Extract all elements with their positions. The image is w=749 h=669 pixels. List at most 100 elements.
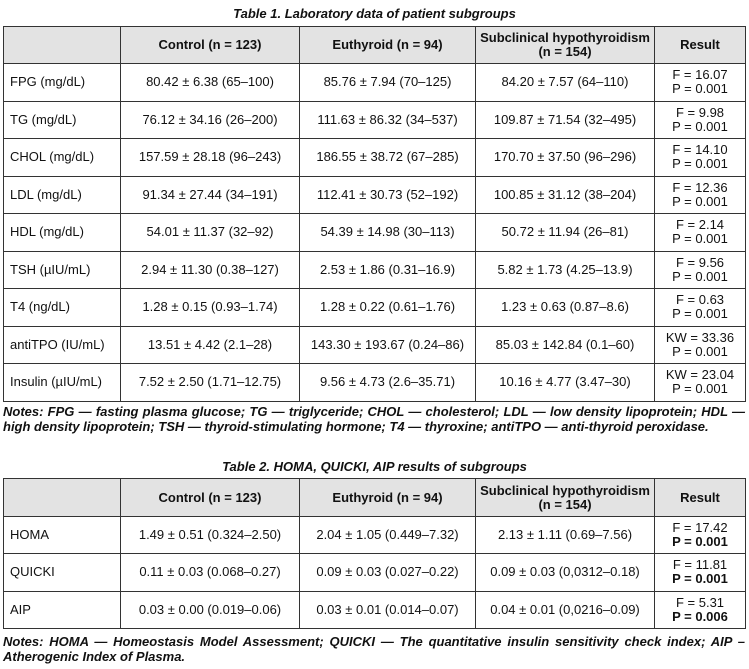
cell-result: F = 11.81 P = 0.001 — [654, 553, 746, 592]
cell-control: 54.01 ± 11.37 (32–92) — [120, 213, 300, 252]
p-value: P = 0.001 — [672, 156, 728, 172]
row-label: HOMA — [3, 515, 121, 555]
table-row: FPG (mg/dL) 80.42 ± 6.38 (65–100) 85.76 ± … — [3, 63, 746, 102]
cell-subclinical: 0.09 ± 0.03 (0,0312–0.18) — [475, 553, 655, 592]
cell-euthyroid: 0.03 ± 0.01 (0.014–0.07) — [299, 590, 476, 629]
cell-control: 0.03 ± 0.00 (0.019–0.06) — [120, 590, 300, 629]
p-value: P = 0.001 — [672, 118, 728, 134]
cell-control: 91.34 ± 27.44 (34–191) — [120, 175, 300, 214]
stat-value: F = 2.14 — [675, 217, 725, 233]
table-row: Insulin (µIU/mL) 7.52 ± 2.50 (1.71–12.75)… — [3, 363, 746, 402]
table1: Control (n = 123) Euthyroid (n = 94) Subcl… — [3, 26, 746, 402]
row-label: HDL (mg/dL) — [3, 213, 121, 252]
p-value: P = 0.001 — [672, 306, 728, 322]
column-header: Subclinical hypothyroidism (n = 154) — [475, 26, 655, 64]
cell-control: 157.59 ± 28.18 (96–243) — [120, 138, 300, 177]
p-value: P = 0.001 — [672, 343, 728, 359]
p-value: P = 0.001 — [672, 81, 728, 97]
table-row: LDL (mg/dL) 91.34 ± 27.44 (34–191) 112.41 … — [3, 175, 746, 214]
column-header — [3, 478, 121, 517]
table-row: CHOL (mg/dL) 157.59 ± 28.18 (96–243) 186.5… — [3, 138, 746, 177]
cell-euthyroid: 143.30 ± 193.67 (0.24–86) — [299, 325, 476, 364]
cell-control: 1.49 ± 0.51 (0.324–2.50) — [120, 515, 300, 555]
cell-subclinical: 50.72 ± 11.94 (26–81) — [475, 213, 655, 252]
p-value: P = 0.001 — [672, 571, 728, 587]
cell-control: 1.28 ± 0.15 (0.93–1.74) — [120, 288, 300, 327]
cell-subclinical: 10.16 ± 4.77 (3.47–30) — [475, 363, 655, 402]
cell-euthyroid: 85.76 ± 7.94 (70–125) — [299, 63, 476, 102]
p-value: P = 0.001 — [672, 534, 728, 550]
cell-subclinical: 2.13 ± 1.11 (0.69–7.56) — [475, 515, 655, 555]
row-label: CHOL (mg/dL) — [3, 138, 121, 177]
table2-title: Table 2. HOMA, QUICKI, AIP results of su… — [222, 459, 527, 474]
row-label: TSH (µIU/mL) — [3, 250, 121, 289]
cell-result: KW = 33.36 P = 0.001 — [654, 325, 746, 364]
cell-result: KW = 23.04 P = 0.001 — [654, 363, 746, 402]
cell-euthyroid: 9.56 ± 4.73 (2.6–35.71) — [299, 363, 476, 402]
cell-subclinical: 0.04 ± 0.01 (0,0216–0.09) — [475, 590, 655, 629]
stat-value: F = 9.56 — [675, 254, 725, 270]
row-label: FPG (mg/dL) — [3, 63, 121, 102]
stat-value: F = 12.36 — [672, 179, 728, 195]
column-header: Control (n = 123) — [120, 478, 300, 517]
stat-value: F = 17.42 — [672, 520, 728, 536]
table-row: QUICKI 0.11 ± 0.03 (0.068–0.27) 0.09 ± 0.0… — [3, 553, 746, 592]
cell-result: F = 12.36 P = 0.001 — [654, 175, 746, 214]
p-value: P = 0.001 — [672, 268, 728, 284]
column-header: Control (n = 123) — [120, 26, 300, 64]
cell-subclinical: 109.87 ± 71.54 (32–495) — [475, 100, 655, 139]
column-header: Result — [654, 478, 746, 517]
cell-euthyroid: 2.53 ± 1.86 (0.31–16.9) — [299, 250, 476, 289]
table-row: TSH (µIU/mL) 2.94 ± 11.30 (0.38–127) 2.53 … — [3, 250, 746, 289]
cell-result: F = 9.98 P = 0.001 — [654, 100, 746, 139]
cell-subclinical: 85.03 ± 142.84 (0.1–60) — [475, 325, 655, 364]
cell-control: 80.42 ± 6.38 (65–100) — [120, 63, 300, 102]
cell-subclinical: 5.82 ± 1.73 (4.25–13.9) — [475, 250, 655, 289]
cell-control: 7.52 ± 2.50 (1.71–12.75) — [120, 363, 300, 402]
p-value: P = 0.006 — [672, 608, 728, 624]
table2: Control (n = 123) Euthyroid (n = 94) Subcl… — [3, 478, 746, 629]
table-row: AIP 0.03 ± 0.00 (0.019–0.06) 0.03 ± 0.01 (… — [3, 590, 746, 629]
cell-control: 76.12 ± 34.16 (26–200) — [120, 100, 300, 139]
cell-subclinical: 84.20 ± 7.57 (64–110) — [475, 63, 655, 102]
cell-result: F = 2.14 P = 0.001 — [654, 213, 746, 252]
cell-subclinical: 170.70 ± 37.50 (96–296) — [475, 138, 655, 177]
row-label: TG (mg/dL) — [3, 100, 121, 139]
cell-euthyroid: 111.63 ± 86.32 (34–537) — [299, 100, 476, 139]
cell-euthyroid: 112.41 ± 30.73 (52–192) — [299, 175, 476, 214]
stat-value: F = 14.10 — [672, 142, 728, 158]
p-value: P = 0.001 — [672, 381, 728, 397]
cell-euthyroid: 0.09 ± 0.03 (0.027–0.22) — [299, 553, 476, 592]
stat-value: F = 9.98 — [675, 104, 725, 120]
table2-notes: Notes: HOMA — Homeostasis Model Assessme… — [3, 634, 745, 664]
cell-subclinical: 100.85 ± 31.12 (38–204) — [475, 175, 655, 214]
table1-title: Table 1. Laboratory data of patient subg… — [233, 6, 516, 21]
row-label: antiTPO (IU/mL) — [3, 325, 121, 364]
cell-euthyroid: 54.39 ± 14.98 (30–113) — [299, 213, 476, 252]
stat-value: F = 16.07 — [672, 67, 728, 83]
table-row: antiTPO (IU/mL) 13.51 ± 4.42 (2.1–28) 143.… — [3, 325, 746, 364]
cell-result: F = 14.10 P = 0.001 — [654, 138, 746, 177]
column-header: Subclinical hypothyroidism (n = 154) — [475, 478, 655, 517]
header-row: Control (n = 123) Euthyroid (n = 94) Subcl… — [3, 478, 746, 517]
row-label: AIP — [3, 590, 121, 629]
cell-euthyroid: 2.04 ± 1.05 (0.449–7.32) — [299, 515, 476, 555]
cell-result: F = 16.07 P = 0.001 — [654, 63, 746, 102]
table-row: TG (mg/dL) 76.12 ± 34.16 (26–200) 111.63 ±… — [3, 100, 746, 139]
row-label: LDL (mg/dL) — [3, 175, 121, 214]
column-header: Euthyroid (n = 94) — [299, 478, 476, 517]
cell-control: 2.94 ± 11.30 (0.38–127) — [120, 250, 300, 289]
row-label: QUICKI — [3, 553, 121, 592]
p-value: P = 0.001 — [672, 231, 728, 247]
cell-euthyroid: 186.55 ± 38.72 (67–285) — [299, 138, 476, 177]
table-row: HOMA 1.49 ± 0.51 (0.324–2.50) 2.04 ± 1.05 … — [3, 515, 746, 555]
cell-result: F = 9.56 P = 0.001 — [654, 250, 746, 289]
table-row: HDL (mg/dL) 54.01 ± 11.37 (32–92) 54.39 ± … — [3, 213, 746, 252]
cell-result: F = 5.31 P = 0.006 — [654, 590, 746, 629]
column-header: Result — [654, 26, 746, 64]
row-label: T4 (ng/dL) — [3, 288, 121, 327]
stat-value: KW = 23.04 — [665, 367, 735, 383]
row-label: Insulin (µIU/mL) — [3, 363, 121, 402]
cell-euthyroid: 1.28 ± 0.22 (0.61–1.76) — [299, 288, 476, 327]
cell-result: F = 17.42 P = 0.001 — [654, 515, 746, 555]
